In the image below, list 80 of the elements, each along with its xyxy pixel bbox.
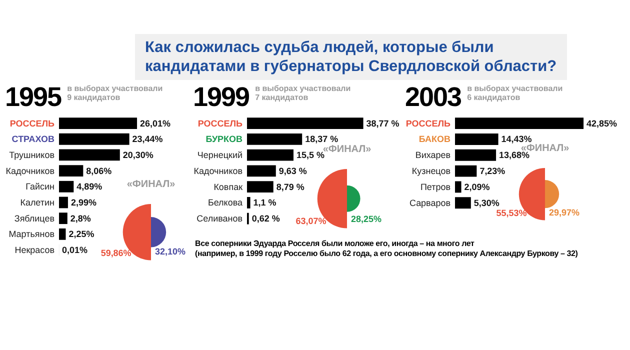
bar bbox=[58, 165, 84, 177]
y-tick-label: Петров bbox=[420, 182, 451, 192]
y-tick-label: РОССЕЛЬ bbox=[198, 118, 244, 128]
y-tick-label: РОССЕЛЬ bbox=[10, 118, 56, 128]
y-tick-label: Кадочников bbox=[6, 166, 55, 176]
chart-title: 1999 bbox=[193, 82, 250, 112]
chart-title: 2003 bbox=[405, 82, 462, 112]
data-label: 26,01% bbox=[140, 118, 171, 128]
text: «ФИНАЛ» bbox=[322, 144, 372, 155]
data-label: 1,1 % bbox=[253, 198, 276, 208]
bar bbox=[455, 149, 496, 161]
y-tick-label: Селиванов bbox=[196, 214, 243, 224]
y-tick-label: Чернецкий bbox=[197, 150, 242, 160]
data-label: 2,09% bbox=[464, 182, 490, 192]
data-label: 0,01% bbox=[62, 245, 88, 256]
bar bbox=[455, 181, 462, 193]
data-label: 23,44% bbox=[132, 134, 163, 144]
y-tick-label: Вихарев bbox=[415, 150, 451, 160]
data-label: 63,07% bbox=[296, 216, 326, 226]
bar bbox=[58, 212, 68, 224]
bar bbox=[58, 118, 138, 129]
data-label: 0,62 % bbox=[252, 214, 280, 224]
y-tick-label: Зяблицев bbox=[14, 213, 55, 224]
y-tick-label: БАКОВ bbox=[418, 134, 452, 144]
data-label: 38,77 % bbox=[366, 118, 400, 128]
data-label: 9,63 % bbox=[278, 166, 307, 176]
bar bbox=[58, 180, 74, 192]
data-label: 55,53% bbox=[496, 208, 527, 218]
y-tick-label: РОССЕЛЬ bbox=[406, 118, 452, 128]
data-label: 2,99% bbox=[70, 197, 96, 208]
bar bbox=[58, 228, 66, 240]
bar bbox=[247, 118, 364, 130]
data-label: 14,43% bbox=[501, 134, 532, 144]
data-label: 8,06% bbox=[86, 166, 112, 176]
data-label: 29,97% bbox=[549, 207, 580, 218]
y-tick-label: БУРКОВ bbox=[206, 134, 244, 144]
chart-subtitle: в выборах участвовали 9 кандидатов bbox=[67, 84, 163, 102]
y-tick-label: СТРАХОВ bbox=[12, 134, 55, 144]
data-label: 15,5 % bbox=[296, 150, 324, 160]
y-tick-label: Белкова bbox=[208, 198, 242, 208]
bar bbox=[247, 196, 250, 208]
data-label: 2,25% bbox=[68, 229, 94, 240]
y-tick-label: Мартьянов bbox=[8, 229, 55, 240]
data-label: 13,68% bbox=[499, 150, 530, 160]
y-tick-label: Калетин bbox=[20, 197, 55, 208]
data-label: 28,25% bbox=[351, 214, 382, 224]
chart-subtitle: в выборах участвовали 7 кандидатов bbox=[255, 84, 351, 102]
bar bbox=[247, 133, 302, 145]
bar bbox=[58, 149, 120, 161]
y-tick-label: Гайсин bbox=[26, 182, 55, 192]
text: «ФИНАЛ» bbox=[126, 179, 176, 190]
y-tick-label: Трушников bbox=[9, 150, 55, 160]
y-tick-label: Некрасов bbox=[14, 245, 55, 256]
y-tick-label: Ковпак bbox=[214, 182, 243, 192]
bar bbox=[455, 165, 477, 177]
y-tick-label: Сарваров bbox=[409, 198, 451, 208]
data-label: 20,30% bbox=[122, 150, 154, 160]
chart-title: 1995 bbox=[5, 82, 62, 112]
data-label: 32,10% bbox=[155, 246, 186, 257]
bar bbox=[58, 196, 68, 208]
y-tick-label: Кузнецов bbox=[412, 166, 451, 176]
data-label: 7,23% bbox=[480, 166, 506, 176]
text: Все соперники Эдуарда Росселя были моложе его, иногда – на много лет (например, в 1999 году Росселю было 62 года, а его основному сопернику Александру Буркову – 32) bbox=[195, 239, 578, 259]
bar bbox=[247, 149, 294, 161]
data-label: 59,86% bbox=[100, 248, 132, 258]
bar bbox=[455, 134, 498, 145]
bar bbox=[58, 133, 130, 145]
data-label: 42,85% bbox=[586, 118, 618, 128]
y-tick-label: Кадочников bbox=[194, 166, 243, 176]
bar bbox=[247, 165, 276, 177]
bar bbox=[455, 197, 471, 209]
bar bbox=[455, 118, 584, 130]
data-label: 4,89% bbox=[76, 182, 102, 192]
data-label: 8,79 % bbox=[276, 182, 304, 192]
data-label: 5,30% bbox=[474, 198, 500, 208]
bar bbox=[247, 181, 274, 193]
data-label: 2,8% bbox=[70, 213, 91, 224]
data-label: 18,37 % bbox=[305, 134, 338, 144]
text: Как сложилась судьба людей, которые были кандидатами в губернаторы Свердловской области? bbox=[135, 34, 567, 80]
chart-subtitle: в выборах участвовали 6 кандидатов bbox=[467, 84, 563, 102]
